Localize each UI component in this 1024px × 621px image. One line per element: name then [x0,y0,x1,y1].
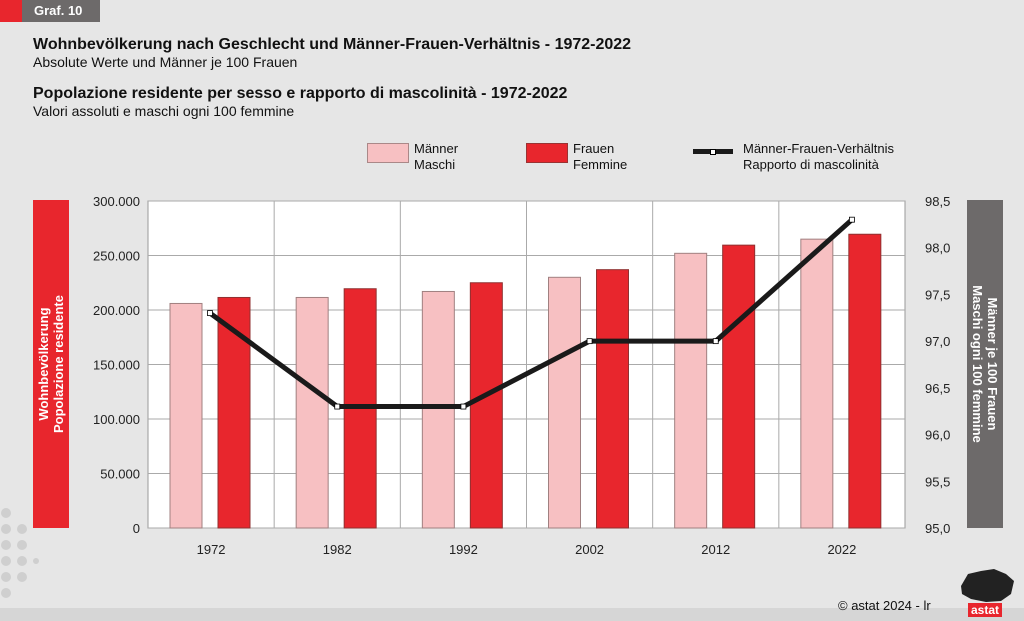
x-tick-label: 2022 [827,542,856,557]
y2-tick-label: 97,5 [925,287,950,302]
subtitle-it: Valori assoluti e maschi ogni 100 femmin… [33,103,295,119]
legend-men: Männer Maschi [414,141,459,172]
ratio-point [849,216,855,223]
legend-ratio-line [693,149,733,155]
bar-women [722,244,756,529]
ratio-point [334,403,341,410]
y2-tick-label: 95,0 [925,521,950,536]
legend-men-swatch [367,143,409,163]
left-axis-label: Wohnbevölkerung Popolazione residente [33,200,69,528]
bar-men [169,302,203,529]
graph-number: Graf. 10 [22,0,100,22]
x-tick-label: 2002 [575,542,604,557]
ratio-line [208,217,854,410]
y2-tick-label: 97,0 [925,334,950,349]
x-tick-label: 1992 [449,542,478,557]
y-tick-label: 250.000 [93,249,140,264]
bar-men [295,296,329,529]
y2-tick-label: 95,5 [925,474,950,489]
bar-women [596,269,629,529]
tag-marker [0,0,22,22]
bar-women [848,233,882,529]
x-tick-label: 1972 [197,542,226,557]
y-tick-label: 100.000 [93,412,140,427]
y2-tick-label: 98,5 [925,194,950,209]
legend-women: Frauen Femmine [573,141,628,172]
bar-women [469,282,503,529]
copyright: © astat 2024 - lr [838,598,931,613]
y-tick-label: 0 [133,521,140,536]
title-de: Wohnbevölkerung nach Geschlecht und Männ… [33,36,632,53]
y2-tick-label: 98,0 [925,241,950,256]
y2-tick-label: 96,5 [925,381,950,396]
title-it: Popolazione residente per sesso e rappor… [33,85,568,102]
footer-bar [0,608,1024,621]
ratio-point [460,403,467,410]
y-tick-label: 50.000 [100,467,140,482]
x-tick-label: 2012 [701,542,730,557]
x-tick-label: 1982 [323,542,352,557]
legend-women-swatch [526,143,568,163]
bar-men [421,290,455,529]
bar-men [548,276,581,529]
y2-tick-label: 96,0 [925,428,950,443]
ratio-point [207,310,213,317]
ratio-point [712,338,719,345]
decorative-dots [0,505,40,610]
astat-logo: astat [956,566,1016,618]
subtitle-de: Absolute Werte und Männer je 100 Frauen [33,54,298,70]
bar-men [800,238,834,529]
y-tick-label: 200.000 [93,303,140,318]
y-tick-label: 300.000 [93,194,140,209]
bar-men [674,252,708,529]
legend-ratio: Männer-Frauen-Verhältnis Rapporto di masc… [743,141,895,172]
right-axis-label: Männer je 100 Frauen Maschi ogni 100 femm… [967,200,1003,528]
y-tick-label: 150.000 [93,358,140,373]
ratio-point [586,338,593,345]
